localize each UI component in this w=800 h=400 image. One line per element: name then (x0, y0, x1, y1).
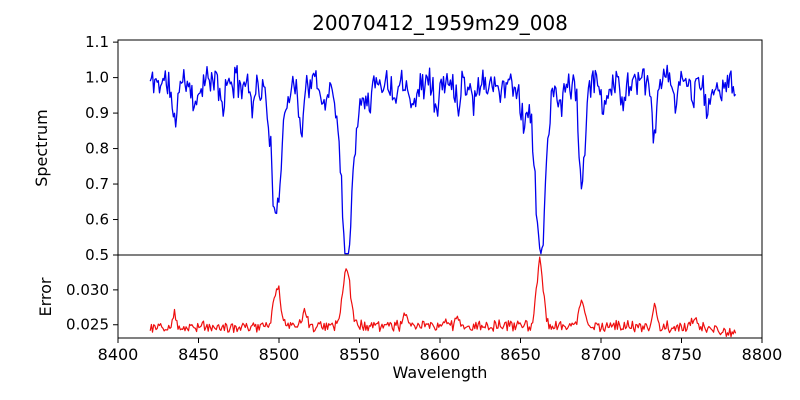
spectrum-y-axis-label: Spectrum (32, 109, 51, 187)
x-tick-label: 8700 (581, 345, 622, 364)
x-tick-label: 8750 (661, 345, 702, 364)
spectrum-line (149, 64, 737, 255)
x-tick-label: 8800 (742, 345, 783, 364)
x-tick-label: 8450 (178, 345, 219, 364)
y-tick-label: 0.5 (85, 246, 109, 264)
x-axis-label: Wavelength (393, 363, 488, 382)
y-tick-label: 0.030 (66, 281, 109, 299)
y-tick-label: 0.7 (85, 175, 109, 193)
y-tick-label: 1.0 (85, 69, 109, 87)
x-tick-label: 8600 (420, 345, 461, 364)
y-tick-label: 1.1 (85, 33, 109, 51)
x-tick-label: 8400 (98, 345, 139, 364)
chart-title: 20070412_1959m29_008 (312, 11, 568, 35)
x-tick-label: 8500 (259, 345, 300, 364)
y-tick-label: 0.6 (85, 211, 109, 229)
y-tick-label: 0.9 (85, 104, 109, 122)
x-tick-label: 8650 (500, 345, 541, 364)
plot-content: 0.5 0.6 0.7 0.8 0.9 1.0 1.1 0.025 0.030 8400 8450 8… (66, 33, 782, 364)
y-tick-label: 0.8 (85, 140, 109, 158)
x-tick-label: 8550 (339, 345, 380, 364)
y-tick-label: 0.025 (66, 316, 109, 334)
error-line (149, 256, 737, 338)
error-y-axis-label: Error (36, 277, 55, 316)
